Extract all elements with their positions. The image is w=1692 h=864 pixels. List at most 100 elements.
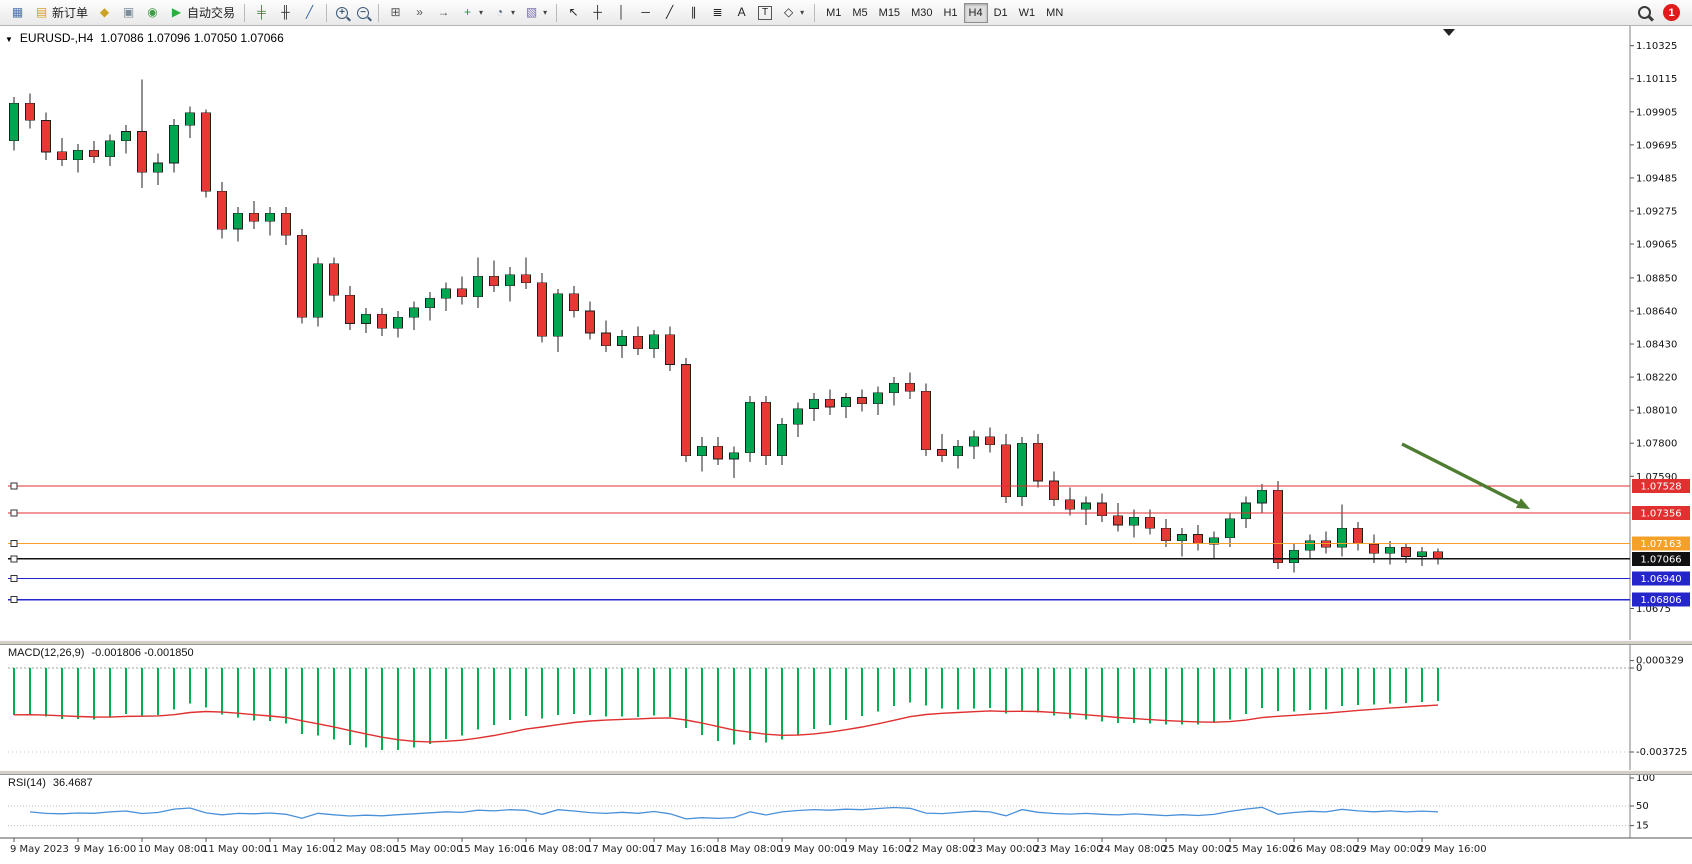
svg-text:25 May 16:00: 25 May 16:00 <box>1226 844 1295 855</box>
timeframe-h1-button[interactable]: H1 <box>938 3 962 23</box>
svg-text:1.10115: 1.10115 <box>1636 74 1677 85</box>
hline-1.07163[interactable]: 1.07163 <box>8 536 1690 551</box>
svg-text:11 May 00:00: 11 May 00:00 <box>202 844 271 855</box>
svg-text:100: 100 <box>1636 773 1655 784</box>
notification-badge[interactable]: 1 <box>1663 4 1680 21</box>
chart-shift-button[interactable]: → <box>432 2 455 24</box>
svg-text:12 May 08:00: 12 May 08:00 <box>330 844 399 855</box>
fibonacci-button[interactable]: ≣ <box>706 2 729 24</box>
price-scale[interactable]: 1.10325 1.10115 1.09905 1.09695 1.09485 1.092… <box>1629 26 1677 838</box>
timeframe-toolbar: M1 M5 M15 M30 H1 H4 D1 W1 MN <box>821 2 1068 23</box>
news-button[interactable]: ◉ <box>141 2 164 24</box>
toolbar-groups: ▦ ▤ 新订单 ◆ ▣ ◉ ▶ 自动交易 ╪ ╫ ╱ + − ⊞» → + ▾ ◔ ▾ ▧ ▾ ↖ ┼ │ ─ ╱ ∥ ≣ A T ◇ ▾ <box>6 2 808 24</box>
svg-text:23 May 00:00: 23 May 00:00 <box>970 844 1039 855</box>
svg-text:9 May 16:00: 9 May 16:00 <box>74 844 136 855</box>
new-chart-button[interactable]: ▦ <box>6 2 29 24</box>
timeframe-m1-button[interactable]: M1 <box>821 3 846 23</box>
svg-text:1.09065: 1.09065 <box>1636 240 1677 251</box>
hline-1.07528[interactable]: 1.07528 <box>8 479 1690 494</box>
svg-text:1.06806: 1.06806 <box>1640 595 1681 606</box>
svg-text:17 May 00:00: 17 May 00:00 <box>586 844 655 855</box>
svg-text:1.09275: 1.09275 <box>1636 206 1677 217</box>
toolbar-separator <box>814 3 816 22</box>
caret-down-icon: ▾ <box>543 8 548 17</box>
timeframe-d1-button[interactable]: D1 <box>989 3 1013 23</box>
horizontal-line-button[interactable]: ─ <box>634 2 657 24</box>
cursor-icon: ↖ <box>568 5 579 19</box>
rsi-panel-separator[interactable] <box>0 770 1692 775</box>
vertical-line-button[interactable]: │ <box>610 2 633 24</box>
templates-icon: ▧ <box>525 5 538 19</box>
indicators-button[interactable]: + ▾ <box>456 2 487 24</box>
trendline-button[interactable]: ╱ <box>658 2 681 24</box>
svg-text:18 May 08:00: 18 May 08:00 <box>714 844 783 855</box>
channel-button[interactable]: ∥ <box>682 2 705 24</box>
svg-text:0.000329: 0.000329 <box>1636 656 1684 667</box>
svg-text:16 May 08:00: 16 May 08:00 <box>522 844 591 855</box>
crosshair-button[interactable]: ┼ <box>586 2 609 24</box>
channel-icon: ∥ <box>690 5 697 19</box>
auto-scroll-button[interactable]: » <box>408 2 431 24</box>
auto-scroll-icon: » <box>416 5 423 19</box>
svg-text:10 May 08:00: 10 May 08:00 <box>138 844 207 855</box>
hline-1.07356[interactable]: 1.07356 <box>8 506 1690 521</box>
crosshair-icon: ┼ <box>593 5 602 19</box>
periods-icon: ◔ <box>495 5 504 19</box>
new-order-button[interactable]: ▤ 新订单 <box>30 2 92 24</box>
current-price-line[interactable]: 1.07066 <box>8 551 1690 566</box>
svg-text:29 May 00:00: 29 May 00:00 <box>1354 844 1423 855</box>
trend-arrow[interactable] <box>1401 442 1530 509</box>
svg-text:1.08220: 1.08220 <box>1636 373 1677 384</box>
svg-text:1.09905: 1.09905 <box>1636 107 1677 118</box>
autotrading-icon: ▶ <box>171 5 182 19</box>
text-button[interactable]: A <box>730 2 753 24</box>
svg-text:1.07590: 1.07590 <box>1636 472 1677 483</box>
autotrading-button[interactable]: ▶ 自动交易 <box>165 2 239 24</box>
templates-button[interactable]: ▧ ▾ <box>520 2 551 24</box>
caret-down-icon: ▾ <box>479 8 484 17</box>
timeframe-m5-button[interactable]: M5 <box>847 3 872 23</box>
main-toolbar: ▦ ▤ 新订单 ◆ ▣ ◉ ▶ 自动交易 ╪ ╫ ╱ + − ⊞» → + ▾ ◔ ▾ ▧ ▾ ↖ ┼ │ ─ ╱ ∥ ≣ A T ◇ ▾ M… <box>0 0 1692 26</box>
bar-chart-button[interactable]: ╪ <box>250 2 273 24</box>
candlestick-chart-button[interactable]: ╫ <box>274 2 297 24</box>
svg-text:26 May 08:00: 26 May 08:00 <box>1290 844 1359 855</box>
new-order-button-label: 新订单 <box>52 6 89 20</box>
shapes-button[interactable]: ◇ ▾ <box>777 2 808 24</box>
svg-text:19 May 00:00: 19 May 00:00 <box>778 844 847 855</box>
text-label-button[interactable]: T <box>754 2 776 24</box>
timeframe-m30-button[interactable]: M30 <box>906 3 937 23</box>
macd-histogram <box>12 668 1440 751</box>
periods-button[interactable]: ◔ ▾ <box>488 2 519 24</box>
macd-panel-separator[interactable] <box>0 640 1692 645</box>
timeframe-h4-button[interactable]: H4 <box>963 2 988 23</box>
macd-name: MACD(12,26,9) <box>8 647 85 659</box>
svg-text:0: 0 <box>1636 663 1642 674</box>
svg-text:1.08640: 1.08640 <box>1636 306 1677 317</box>
hline-1.06806[interactable]: 1.06806 <box>8 592 1690 607</box>
tile-windows-button[interactable]: ⊞ <box>384 2 407 24</box>
rsi-label: RSI(14) 36.4687 <box>8 777 93 789</box>
timeframe-m15-button[interactable]: M15 <box>874 3 905 23</box>
cursor-button[interactable]: ↖ <box>562 2 585 24</box>
zoom-out-button[interactable]: − <box>353 2 373 24</box>
hline-1.06940[interactable]: 1.06940 <box>8 571 1690 586</box>
svg-text:1.06940: 1.06940 <box>1640 574 1681 585</box>
ohlc-quotes: 1.07086 1.07096 1.07050 1.07066 <box>100 31 284 45</box>
timeframe-w1-button[interactable]: W1 <box>1014 3 1041 23</box>
metaeditor-button[interactable]: ◆ <box>93 2 116 24</box>
zoom-in-button[interactable]: + <box>332 2 352 24</box>
tile-windows-icon: ⊞ <box>390 5 401 19</box>
macd-signal-line <box>13 704 1439 743</box>
zoom-out-icon: − <box>357 6 370 19</box>
chart-menu-icon: ▼ <box>5 35 13 44</box>
line-chart-button[interactable]: ╱ <box>298 2 321 24</box>
chart-shift-marker[interactable] <box>1443 29 1455 36</box>
print-button[interactable]: ▣ <box>117 2 140 24</box>
timeframe-mn-button[interactable]: MN <box>1041 3 1068 23</box>
symbol-period-label: EURUSD-,H4 <box>19 31 94 45</box>
new-chart-icon: ▦ <box>11 5 24 19</box>
chart-shift-icon: → <box>437 5 450 19</box>
search-icon[interactable] <box>1638 6 1651 19</box>
toolbar-right: 1 <box>1638 4 1686 21</box>
